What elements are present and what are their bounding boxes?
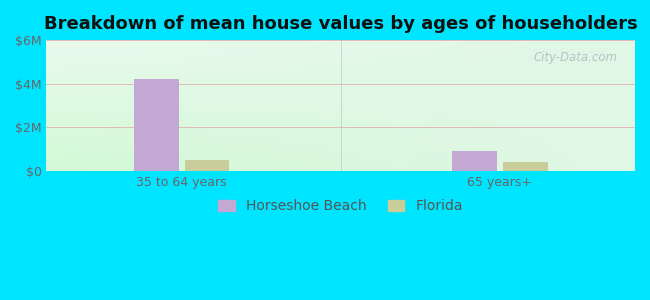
Bar xyxy=(503,162,547,171)
Text: City-Data.com: City-Data.com xyxy=(533,51,618,64)
Bar xyxy=(452,151,497,171)
Bar xyxy=(185,160,229,171)
Title: Breakdown of mean house values by ages of householders: Breakdown of mean house values by ages o… xyxy=(44,15,638,33)
Bar xyxy=(134,80,179,171)
Legend: Horseshoe Beach, Florida: Horseshoe Beach, Florida xyxy=(213,194,469,219)
